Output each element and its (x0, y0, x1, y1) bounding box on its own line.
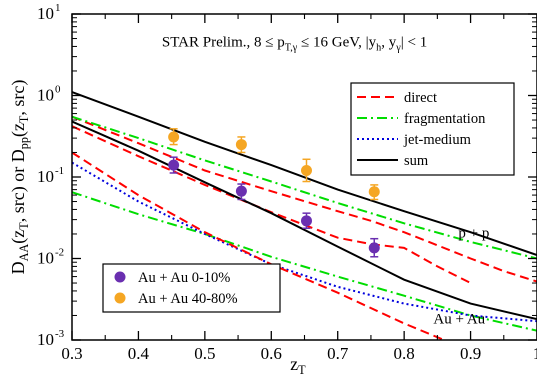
annotation-p-p: p + p (458, 226, 489, 242)
x-tick-label: 0.9 (460, 344, 481, 363)
point-au-au-40-80 (368, 186, 380, 198)
x-tick-label: 0.6 (261, 344, 282, 363)
legend-points: Au + Au 0-10% Au + Au 40-80% (102, 263, 281, 313)
y-tick-exponent: 1 (55, 2, 61, 14)
y-tick-label: 10 (37, 86, 54, 105)
legend-label-fragmentation: fragmentation (404, 111, 486, 127)
legend-marker-au-au-0-10 (114, 271, 126, 283)
point-au-au-0-10 (300, 215, 312, 227)
y-tick-label: 10 (37, 4, 54, 23)
chart-title: STAR Prelim., 8 ≤ pT,γ ≤ 16 GeV, |yh, yγ… (162, 34, 427, 53)
legend-points-box (102, 263, 281, 313)
x-tick-label: 0.7 (327, 344, 349, 363)
curve-p-p-fragmentation (72, 115, 537, 260)
x-tick-label: 0.3 (61, 344, 82, 363)
point-au-au-0-10 (368, 242, 380, 254)
x-tick-label: 1 (533, 344, 537, 363)
legend-lines: direct fragmentation jet-medium sum (350, 82, 515, 176)
point-au-au-40-80 (300, 165, 312, 177)
y-tick-exponent: -2 (55, 247, 64, 259)
x-tick-label: 0.8 (394, 344, 415, 363)
x-tick-label: 0.5 (194, 344, 215, 363)
point-au-au-0-10 (168, 159, 180, 171)
x-tick-label: 0.4 (128, 344, 150, 363)
legend-label-jet-medium: jet-medium (403, 132, 472, 148)
y-tick-exponent: -1 (55, 165, 64, 177)
y-tick-label: 10 (37, 167, 54, 186)
point-au-au-40-80 (168, 131, 180, 143)
legend-label-sum: sum (404, 153, 429, 169)
annotation-au-au: Au + Au (433, 311, 485, 327)
y-tick-label: 10 (37, 330, 54, 349)
legend-label-au-au-0-10: Au + Au 0-10% (138, 270, 230, 286)
points-layer (168, 128, 380, 258)
y-tick-exponent: 0 (55, 84, 61, 96)
y-tick-label: 10 (37, 249, 54, 268)
legend-label-au-au-40-80: Au + Au 40-80% (138, 291, 238, 307)
curve-au-au-fragmentation (72, 191, 537, 332)
curve-au-au-direct (72, 125, 472, 284)
point-au-au-0-10 (235, 185, 247, 197)
x-axis-label: zT (290, 354, 306, 377)
legend-label-direct: direct (404, 90, 437, 106)
curve-au-au-sum (72, 120, 537, 321)
curve-p-p-direct (72, 115, 537, 283)
legend-marker-au-au-40-80 (114, 292, 126, 304)
y-tick-exponent: -3 (55, 328, 65, 340)
curve-p-p-sum (72, 91, 537, 257)
point-au-au-40-80 (235, 139, 247, 151)
y-axis-label: DAA(zT, src) or Dpp(zT, src) (8, 80, 31, 275)
text-layer: zT DAA(zT, src) or Dpp(zT, src) STAR Preli… (8, 34, 489, 377)
